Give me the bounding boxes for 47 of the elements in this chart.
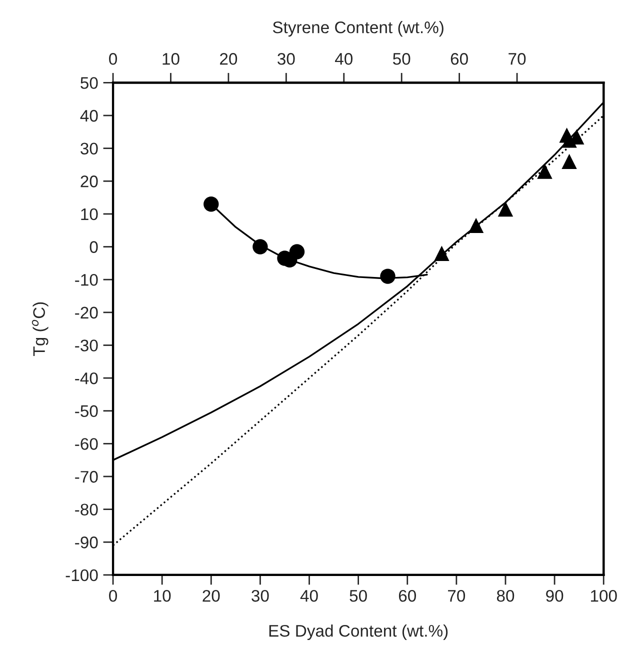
point <box>204 196 219 212</box>
x-tick-label: 50 <box>350 590 367 602</box>
x-tick-label: 100 <box>590 590 617 602</box>
x-tick-label: 20 <box>202 590 220 602</box>
point <box>562 154 577 170</box>
y-tick-label: -30 <box>75 340 98 352</box>
x2-tick-label: 40 <box>335 53 353 65</box>
point <box>289 244 305 260</box>
y-tick-label: -40 <box>75 372 98 384</box>
x2-tick-label: 50 <box>393 53 410 65</box>
y-tick-label: 30 <box>80 142 98 155</box>
x-tick-label: 30 <box>252 590 269 602</box>
x-tick-label: 70 <box>448 590 466 602</box>
x-tick-label: 0 <box>109 590 118 602</box>
point <box>380 268 396 284</box>
y-tick-label: -60 <box>75 438 98 450</box>
y-tick-label: 10 <box>81 208 98 220</box>
x-tick-label: 60 <box>398 590 416 602</box>
x-tick-label: 90 <box>546 590 564 602</box>
x2-tick-label: 70 <box>508 53 526 65</box>
x2-tick-label: 0 <box>109 53 118 65</box>
y-tick-label: -90 <box>75 536 98 548</box>
x-tick-label: 10 <box>154 590 171 602</box>
y-tick-label: 20 <box>80 176 98 188</box>
y-tick-label: -80 <box>75 504 98 516</box>
y-tick-label: -100 <box>66 569 98 582</box>
point <box>252 239 268 254</box>
y-tick-label: 40 <box>80 110 98 122</box>
point <box>434 246 450 261</box>
x-tick-label: 80 <box>496 590 514 602</box>
y-tick-label: -50 <box>75 405 98 418</box>
x-tick-label: 40 <box>300 590 318 602</box>
y-tick-label: -70 <box>75 470 98 483</box>
y-axis-title: Tg ($^{o}$C) <box>32 302 48 356</box>
y-tick-label: -10 <box>75 274 98 286</box>
y-tick-label: -20 <box>75 306 98 319</box>
x2-tick-label: 20 <box>220 53 238 65</box>
x2-tick-label: 30 <box>278 53 295 65</box>
x2-tick-label: 60 <box>450 53 468 65</box>
point <box>498 201 514 217</box>
point <box>537 164 552 179</box>
x2-axis-title: Styrene Content (wt.%) <box>272 21 444 37</box>
y-tick-label: 0 <box>90 241 98 253</box>
y-tick-label: 50 <box>80 77 98 89</box>
x2-tick-label: 10 <box>162 53 180 65</box>
point <box>468 218 484 234</box>
x-axis-title: ES Dyad Content (wt.%) <box>269 624 448 640</box>
